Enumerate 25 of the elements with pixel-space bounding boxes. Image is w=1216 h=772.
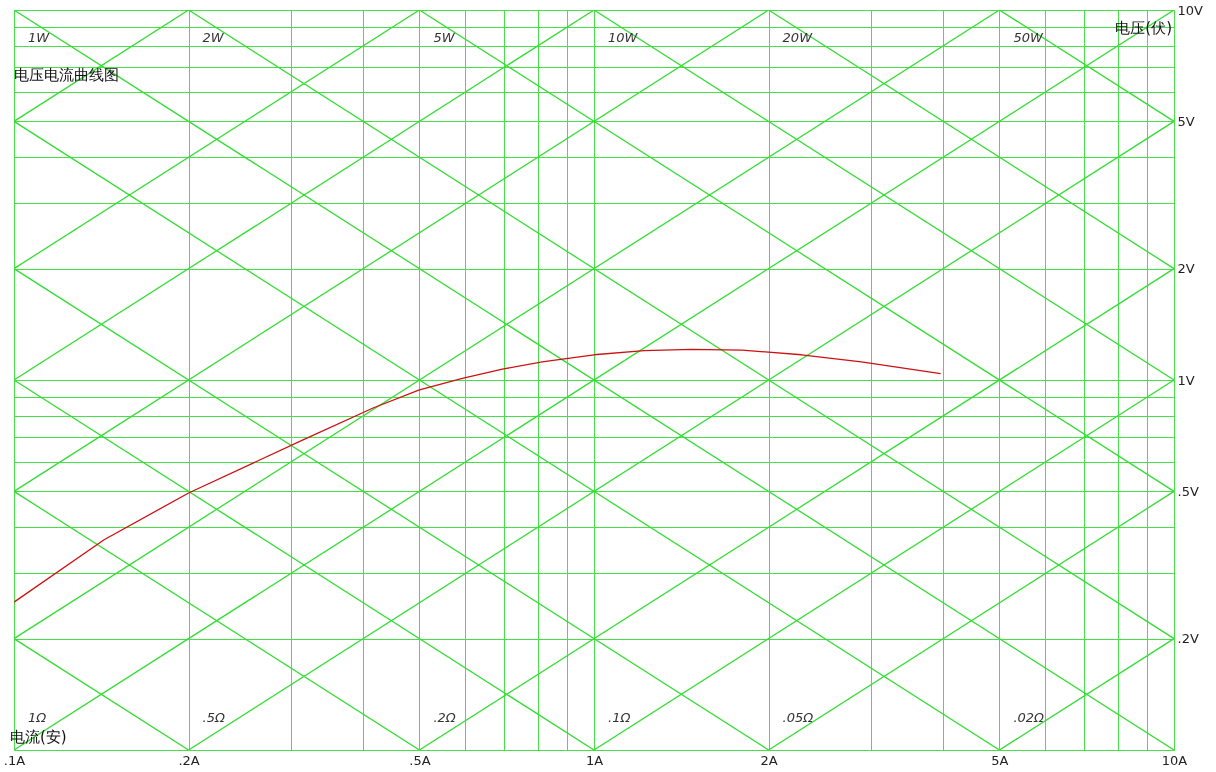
- y-tick-label: 2V: [1177, 261, 1195, 277]
- series-label: .02Ω: [1013, 710, 1045, 725]
- series-label: .5Ω: [202, 710, 225, 725]
- x-tick-label: 1A: [585, 752, 604, 768]
- x-tick-label: .5A: [409, 752, 431, 768]
- y-tick-label: 10V: [1177, 2, 1204, 18]
- y-tick-label: 5V: [1177, 113, 1195, 129]
- series-label: 20W: [782, 30, 814, 45]
- x-tick-label: 5A: [991, 752, 1009, 768]
- series-label: 10W: [608, 30, 639, 45]
- x-tick-label: 10A: [1161, 752, 1188, 768]
- y-tick-label: 1V: [1177, 372, 1195, 388]
- x-tick-label: 2A: [760, 752, 778, 768]
- series-label: 5W: [433, 30, 456, 45]
- y-tick-label: .2V: [1177, 631, 1199, 647]
- series-label: 50W: [1013, 30, 1044, 45]
- series-label: 2W: [202, 30, 225, 45]
- series-label: .2Ω: [433, 710, 456, 725]
- y-tick-label: .5V: [1177, 483, 1199, 499]
- x-tick-label: .1A: [3, 752, 26, 768]
- series-label: .1Ω: [608, 710, 631, 725]
- series-label: .05Ω: [782, 710, 814, 725]
- series-label: 1W: [28, 30, 51, 45]
- series-label: 1Ω: [28, 710, 47, 725]
- x-tick-label: .2A: [178, 752, 200, 768]
